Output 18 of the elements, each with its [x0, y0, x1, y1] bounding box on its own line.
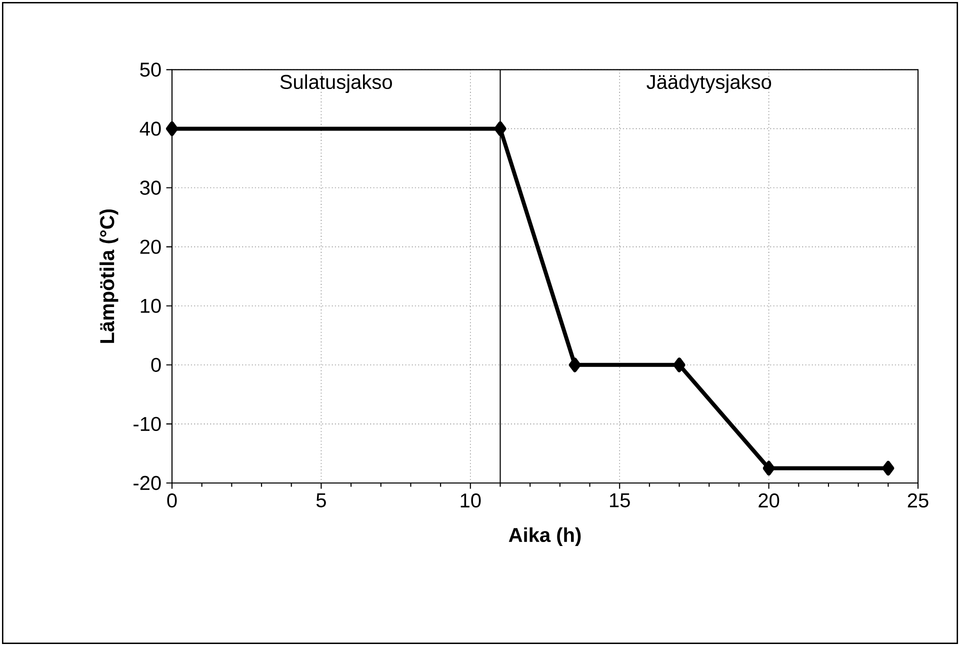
annotation: Jäädytysjakso: [646, 74, 772, 94]
y-tick-label: 40: [140, 122, 161, 136]
x-tick-label: 10: [460, 493, 481, 508]
y-axis-title: Lämpötila (°C): [100, 209, 118, 343]
x-tick-label: 25: [908, 493, 928, 508]
x-axis-title: Aika (h): [508, 527, 581, 546]
y-tick-label: 30: [140, 180, 161, 195]
y-tick-label: 0: [151, 358, 161, 372]
y-tick-label: -10: [134, 416, 161, 432]
y-tick-label: -20: [134, 476, 161, 490]
annotation: Sulatusjakso: [280, 74, 392, 94]
x-tick-label: 15: [610, 493, 630, 508]
x-tick-label: 20: [758, 493, 780, 508]
y-tick-label: 10: [140, 298, 161, 313]
y-tick-label: 50: [140, 62, 161, 77]
x-tick-label: 5: [316, 493, 326, 508]
y-tick-label: 20: [140, 240, 161, 254]
x-tick-label: 0: [167, 493, 177, 508]
